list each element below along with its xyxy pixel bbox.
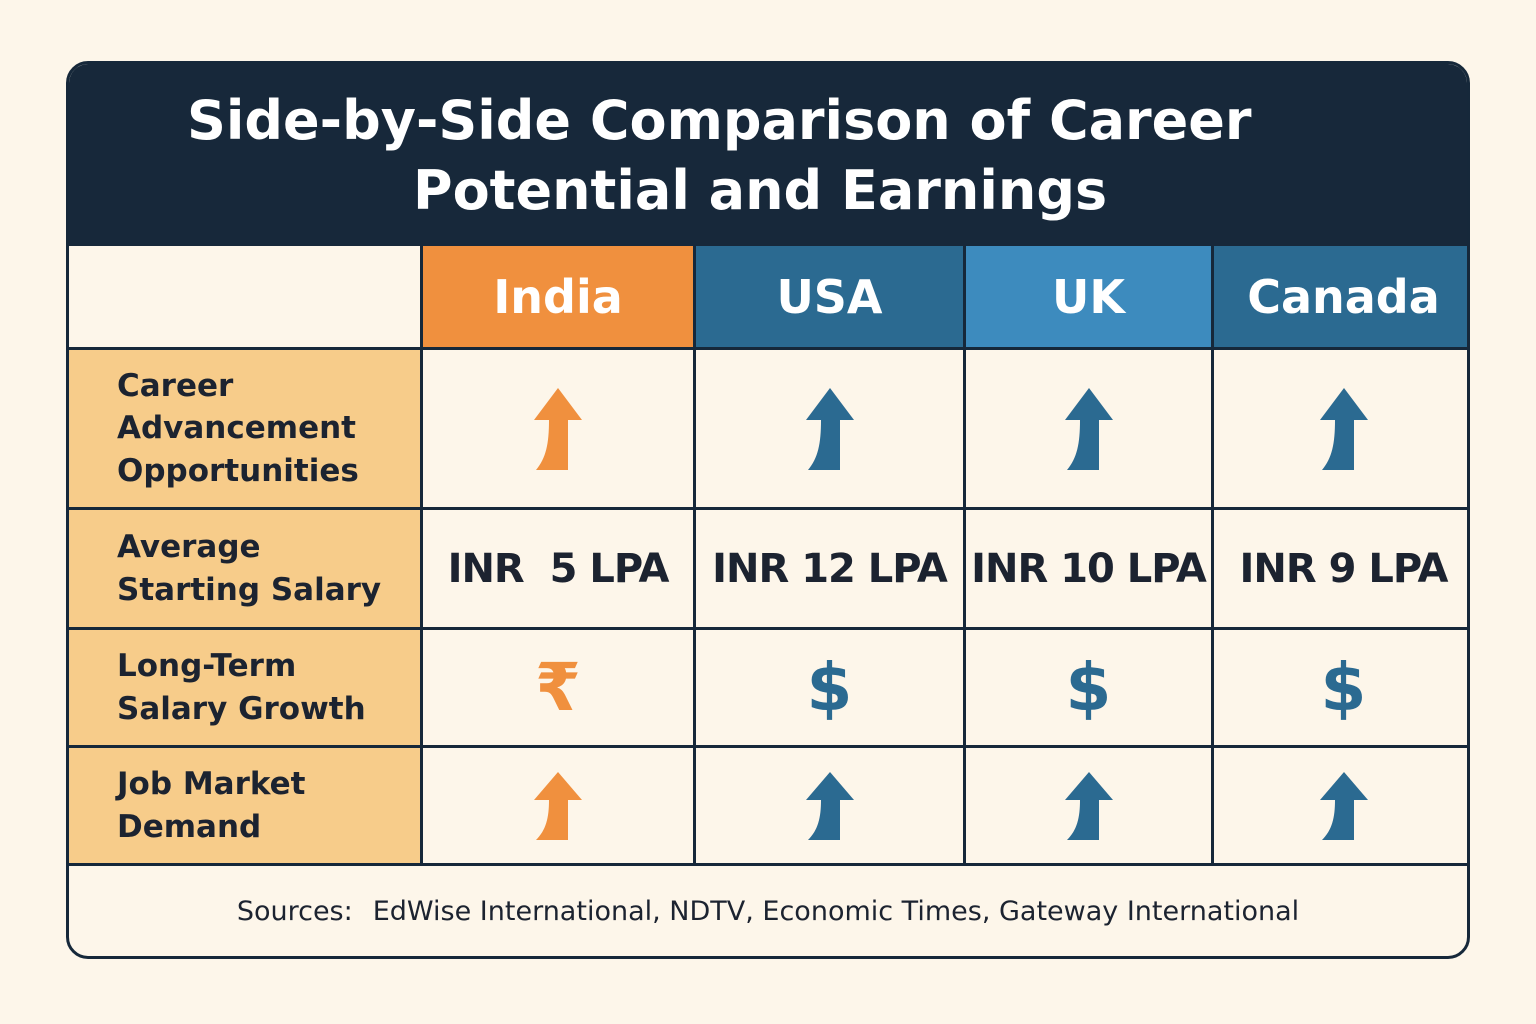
rupee-icon: ₹ xyxy=(535,649,581,726)
growth-canada: $ xyxy=(1214,630,1467,748)
row-label-career-advancement: Career Advancement Opportunities xyxy=(69,350,423,510)
demand-india xyxy=(423,748,696,866)
row-label-text: Long-Term Salary Growth xyxy=(117,648,366,727)
salary-india: INR 5 LPA xyxy=(423,510,696,630)
arrow-up-icon xyxy=(534,387,582,470)
demand-uk xyxy=(966,748,1214,866)
salary-uk: INR 10 LPA xyxy=(966,510,1214,630)
sources-footer: Sources: EdWise International, NDTV, Eco… xyxy=(69,864,1467,956)
salary-value: INR 12 LPA xyxy=(712,545,948,592)
row-label-job-market-demand: Job Market Demand xyxy=(69,748,423,866)
career-advancement-usa xyxy=(696,350,966,510)
growth-india: ₹ xyxy=(423,630,696,748)
arrow-up-icon xyxy=(1064,387,1113,470)
arrow-up-icon xyxy=(1319,387,1368,470)
page-title-line-1: Side-by-Side Comparison of Career xyxy=(187,89,1252,152)
arrow-up-icon xyxy=(805,387,854,470)
salary-canada: INR 9 LPA xyxy=(1214,510,1467,630)
sources-label: Sources: xyxy=(236,896,353,927)
dollar-icon: $ xyxy=(806,649,853,726)
arrow-up-icon xyxy=(1064,771,1113,840)
row-label-long-term-salary-growth: Long-Term Salary Growth xyxy=(69,630,423,748)
dollar-icon: $ xyxy=(1320,649,1367,726)
arrow-up-icon xyxy=(1319,771,1368,840)
demand-canada xyxy=(1214,748,1467,866)
column-header-uk: UK xyxy=(966,246,1214,350)
growth-usa: $ xyxy=(696,630,966,748)
salary-value: INR 5 LPA xyxy=(447,545,670,592)
growth-uk: $ xyxy=(966,630,1214,748)
row-label-average-starting-salary: Average Starting Salary xyxy=(69,510,423,630)
column-header-india: India xyxy=(423,246,696,350)
column-header-canada: Canada xyxy=(1214,246,1467,350)
salary-value: INR 9 LPA xyxy=(1239,545,1449,592)
title-bar: Side-by-Side Comparison of Career Potent… xyxy=(69,64,1467,246)
career-advancement-uk xyxy=(966,350,1214,510)
comparison-card: Side-by-Side Comparison of Career Potent… xyxy=(66,61,1470,959)
salary-usa: INR 12 LPA xyxy=(696,510,966,630)
corner-cell xyxy=(69,246,423,350)
column-header-usa: USA xyxy=(696,246,966,350)
row-label-text: Job Market Demand xyxy=(117,766,306,845)
career-advancement-canada xyxy=(1214,350,1467,510)
salary-value: INR 10 LPA xyxy=(971,545,1207,592)
page-title-line-2: Potential and Earnings xyxy=(413,159,1108,222)
row-label-text: Career Advancement Opportunities xyxy=(117,368,359,489)
dollar-icon: $ xyxy=(1065,649,1112,726)
row-label-text: Average Starting Salary xyxy=(117,529,382,608)
sources-text: EdWise International, NDTV, Economic Tim… xyxy=(372,896,1300,927)
arrow-up-icon xyxy=(534,771,582,840)
demand-usa xyxy=(696,748,966,866)
career-advancement-india xyxy=(423,350,696,510)
arrow-up-icon xyxy=(805,771,854,840)
